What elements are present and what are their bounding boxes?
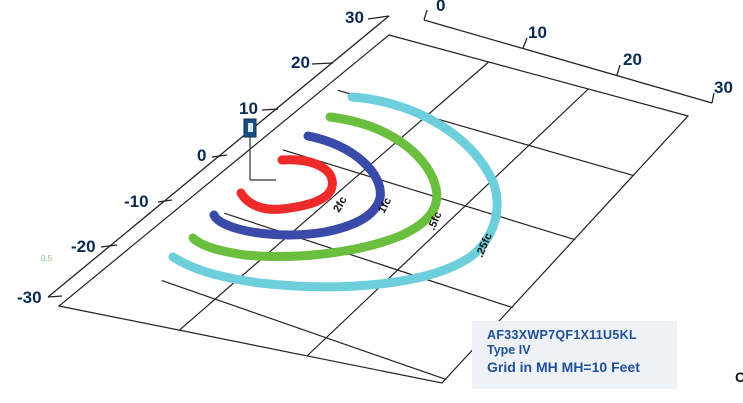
grid-line — [161, 280, 447, 381]
left-axis-tick — [157, 199, 173, 203]
top-axis-tick — [616, 64, 621, 76]
grid-line — [282, 149, 576, 241]
left-axis-labels: 30 20 10 0 -10 -20 -30 — [17, 8, 364, 307]
left-axis-tick — [100, 244, 118, 248]
left-axis-label: 0 — [197, 146, 206, 165]
contour-line-025fc — [168, 92, 502, 292]
left-axis-tick — [211, 154, 228, 158]
top-axis-label: 0 — [436, 0, 445, 15]
top-axis-line — [423, 19, 713, 104]
left-axis-tick — [47, 295, 63, 298]
grid-scale-note: Grid in MH MH=10 Feet — [487, 359, 640, 375]
left-axis-label: -10 — [124, 192, 149, 211]
contour-line-05fc — [188, 112, 442, 261]
top-axis-label: 10 — [528, 23, 547, 42]
contour-line-2fc — [236, 155, 337, 214]
left-axis-label: -20 — [71, 237, 96, 256]
fixture-info-box: AF33XWP7QF1X11U5KL Type IV Grid in MH MH… — [472, 321, 677, 389]
light-fixture-icon — [243, 118, 276, 181]
grid-outline — [57, 34, 690, 384]
left-axis-label: -30 — [17, 288, 42, 307]
fixture-lens — [248, 123, 253, 132]
contour-label-2fc: 2fc — [331, 195, 349, 215]
grid-line — [178, 61, 490, 331]
isofootcandle-contours — [168, 92, 502, 292]
grid-line — [224, 212, 513, 309]
distribution-type: Type IV — [487, 343, 531, 357]
contour-label-025fc: .25fc — [474, 231, 495, 259]
top-axis-label: 20 — [623, 50, 642, 69]
axes — [47, 9, 715, 298]
top-axis-tick — [522, 37, 528, 49]
stray-value-label: 0.5 — [41, 254, 53, 263]
contour-line-1fc — [209, 131, 385, 240]
top-axis-tick — [711, 92, 715, 104]
model-number: AF33XWP7QF1X11U5KL — [487, 328, 637, 342]
edge-cropped-label: C — [735, 369, 743, 385]
left-axis-label: 20 — [291, 53, 310, 72]
grid-line — [306, 88, 589, 357]
left-axis-tick — [311, 62, 334, 65]
top-axis-labels: 0 10 20 30 — [436, 0, 733, 97]
left-axis-label: 10 — [239, 99, 258, 118]
top-axis-label: 30 — [714, 78, 733, 97]
left-axis-tick — [261, 108, 279, 111]
top-axis-tick — [423, 9, 428, 21]
left-axis-label: 30 — [345, 8, 364, 27]
left-axis-tick — [367, 15, 390, 20]
